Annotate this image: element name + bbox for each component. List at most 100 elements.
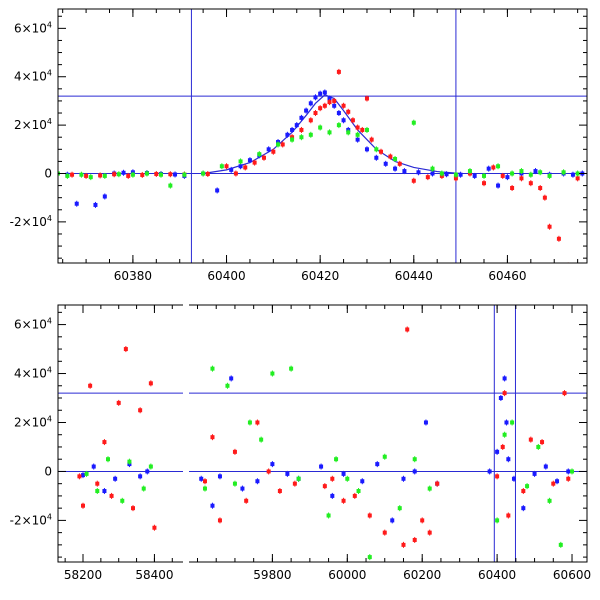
data-point xyxy=(500,173,505,178)
data-point xyxy=(255,479,260,484)
data-point xyxy=(285,132,290,137)
data-point xyxy=(158,172,163,177)
x-tick-label: 60600 xyxy=(553,568,591,582)
data-point xyxy=(566,476,571,481)
data-point xyxy=(402,169,407,174)
data-point xyxy=(290,137,295,142)
data-point xyxy=(247,420,252,425)
data-point xyxy=(109,493,114,498)
data-point xyxy=(394,288,398,292)
data-point xyxy=(369,137,374,142)
data-point xyxy=(547,498,552,503)
data-point xyxy=(416,170,421,175)
data-point xyxy=(322,103,327,108)
data-point xyxy=(238,164,243,169)
data-point xyxy=(233,171,238,176)
data-point xyxy=(528,172,533,177)
top-panel-frame xyxy=(57,8,588,264)
data-point xyxy=(506,457,511,462)
data-point xyxy=(510,186,515,191)
data-point xyxy=(510,171,515,176)
x-tick-label: 60000 xyxy=(328,568,366,582)
data-point xyxy=(558,542,563,547)
data-point xyxy=(341,118,346,123)
data-point xyxy=(453,176,458,181)
data-point xyxy=(148,464,153,469)
data-point xyxy=(199,476,204,481)
data-point xyxy=(261,155,266,160)
data-point xyxy=(458,172,463,177)
y-tick-label: 6×104 xyxy=(14,317,52,332)
data-point xyxy=(266,147,271,152)
data-point xyxy=(566,263,570,267)
data-point xyxy=(74,201,79,206)
data-point xyxy=(229,376,234,381)
data-point xyxy=(244,498,249,503)
data-point xyxy=(536,444,541,449)
data-point xyxy=(299,135,304,140)
data-point xyxy=(355,125,360,130)
data-point xyxy=(326,513,331,518)
data-point xyxy=(367,555,372,560)
data-point xyxy=(247,158,252,163)
bottom-panel: 6×104 4×104 2×104 0 -2×104 58200 58400 59800 600… xyxy=(10,288,591,582)
y-tick-label: 0 xyxy=(44,166,52,180)
data-point xyxy=(322,484,327,489)
data-point xyxy=(390,518,395,523)
data-point xyxy=(360,479,365,484)
data-point xyxy=(126,173,131,178)
data-point xyxy=(511,476,516,481)
data-point xyxy=(70,172,75,177)
data-point xyxy=(427,530,432,535)
data-point xyxy=(277,489,282,494)
data-point xyxy=(506,513,511,518)
data-point xyxy=(375,462,380,467)
data-point xyxy=(496,164,501,169)
data-point xyxy=(383,161,388,166)
data-point xyxy=(144,171,149,176)
data-point xyxy=(528,181,533,186)
data-point xyxy=(210,503,215,508)
data-point xyxy=(519,169,524,174)
data-point xyxy=(411,120,416,125)
data-point xyxy=(570,172,575,177)
data-point xyxy=(121,170,126,175)
data-point xyxy=(95,489,100,494)
data-point xyxy=(77,474,82,479)
data-point xyxy=(491,165,496,170)
data-point xyxy=(435,481,440,486)
data-point xyxy=(313,95,318,100)
data-point xyxy=(202,479,207,484)
data-point xyxy=(332,98,337,103)
data-point xyxy=(168,183,173,188)
y-tick-label: 4×104 xyxy=(14,366,52,381)
data-point xyxy=(140,172,145,177)
data-point xyxy=(425,175,430,180)
data-point xyxy=(65,173,70,178)
data-point xyxy=(575,171,580,176)
data-point xyxy=(255,420,260,425)
data-point xyxy=(91,464,96,469)
data-point xyxy=(547,224,552,229)
data-point xyxy=(289,366,294,371)
data-point xyxy=(116,172,121,177)
data-point xyxy=(336,111,341,116)
data-point xyxy=(388,154,393,159)
data-point xyxy=(257,152,262,157)
data-point xyxy=(427,486,432,491)
x-tick-label: 58400 xyxy=(135,568,173,582)
data-point xyxy=(341,471,346,476)
data-point xyxy=(555,479,560,484)
data-point xyxy=(533,169,538,174)
data-point xyxy=(217,474,222,479)
data-point xyxy=(88,175,93,180)
data-point xyxy=(420,518,425,523)
data-point xyxy=(360,127,365,132)
bottom-panel-frame xyxy=(57,304,588,563)
data-point xyxy=(138,408,143,413)
data-point xyxy=(500,444,505,449)
data-point xyxy=(502,376,507,381)
data-point xyxy=(356,489,361,494)
data-point xyxy=(364,147,369,152)
